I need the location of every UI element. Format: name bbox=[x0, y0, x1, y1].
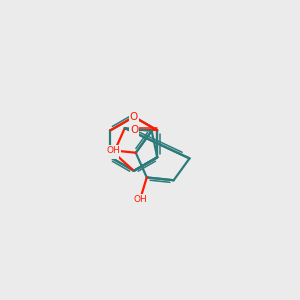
Text: OH: OH bbox=[106, 146, 120, 155]
Text: O: O bbox=[130, 125, 138, 135]
Text: O: O bbox=[110, 148, 118, 158]
Text: OH: OH bbox=[133, 195, 147, 204]
Text: O: O bbox=[130, 112, 138, 122]
